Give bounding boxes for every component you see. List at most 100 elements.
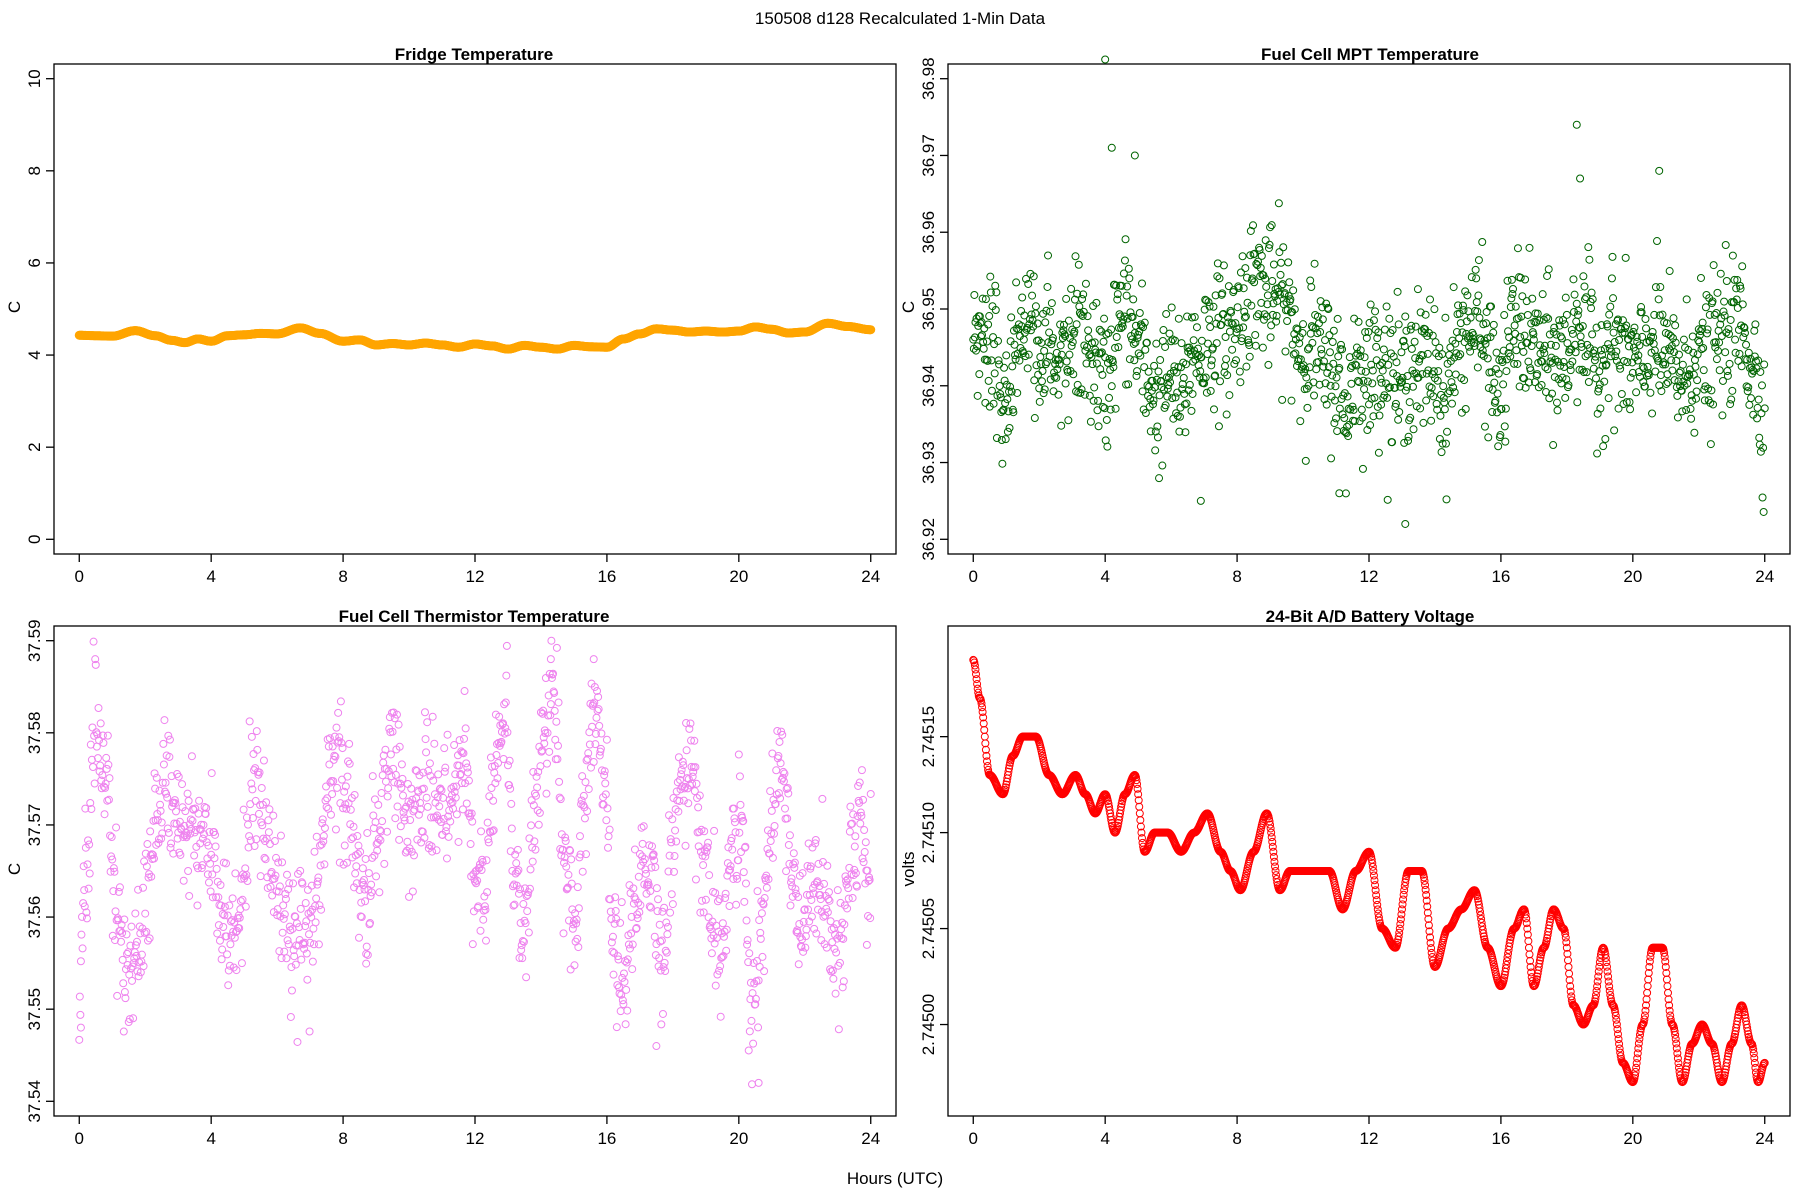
data-point bbox=[660, 958, 669, 967]
data-point bbox=[1632, 388, 1641, 397]
data-point bbox=[1187, 406, 1196, 415]
data-point bbox=[331, 825, 340, 834]
data-point bbox=[1236, 378, 1245, 387]
data-point bbox=[1551, 341, 1560, 350]
data-point bbox=[1107, 382, 1116, 391]
data-point bbox=[1148, 400, 1157, 409]
data-point bbox=[1746, 394, 1755, 403]
data-point bbox=[1552, 398, 1561, 407]
data-point bbox=[322, 782, 331, 791]
data-point bbox=[1699, 366, 1708, 375]
data-point bbox=[1009, 408, 1018, 417]
data-point bbox=[1034, 370, 1043, 379]
data-point bbox=[375, 888, 384, 897]
x-tick-label: 24 bbox=[861, 567, 880, 586]
data-point bbox=[107, 833, 116, 842]
data-point bbox=[755, 916, 764, 925]
data-point bbox=[422, 793, 431, 802]
data-point bbox=[1071, 252, 1080, 261]
data-point bbox=[278, 928, 287, 937]
data-point bbox=[1574, 306, 1583, 315]
data-point bbox=[1593, 449, 1602, 458]
data-point bbox=[983, 356, 992, 365]
data-point bbox=[281, 895, 290, 904]
data-point bbox=[378, 817, 387, 826]
data-point bbox=[1572, 299, 1581, 308]
data-point bbox=[1076, 388, 1085, 397]
data-point bbox=[1607, 274, 1616, 283]
data-point bbox=[1203, 349, 1212, 358]
data-point bbox=[483, 818, 492, 827]
data-point bbox=[264, 828, 273, 837]
data-point bbox=[1230, 335, 1239, 344]
x-tick-label: 12 bbox=[1360, 1129, 1379, 1148]
data-point bbox=[96, 719, 105, 728]
data-point bbox=[1710, 310, 1719, 319]
data-point bbox=[639, 822, 648, 831]
data-point bbox=[993, 336, 1002, 345]
data-point bbox=[972, 346, 981, 355]
data-point bbox=[1499, 380, 1508, 389]
data-point bbox=[991, 281, 1000, 290]
data-point bbox=[1368, 379, 1377, 388]
data-point bbox=[981, 739, 990, 748]
data-point bbox=[1277, 258, 1286, 267]
data-point bbox=[353, 832, 362, 841]
data-point bbox=[1712, 355, 1721, 364]
data-point bbox=[1177, 339, 1186, 348]
data-point bbox=[1444, 369, 1453, 378]
data-point bbox=[1325, 331, 1334, 340]
data-point bbox=[1083, 312, 1092, 321]
data-point bbox=[532, 772, 541, 781]
data-point bbox=[333, 783, 342, 792]
data-point bbox=[1392, 358, 1401, 367]
data-point bbox=[1443, 427, 1452, 436]
data-point bbox=[1153, 433, 1162, 442]
data-point bbox=[654, 895, 663, 904]
data-point bbox=[127, 922, 136, 931]
data-point bbox=[1010, 340, 1019, 349]
data-point bbox=[1038, 366, 1047, 375]
y-tick-label: 36.96 bbox=[919, 211, 938, 254]
data-point bbox=[1039, 389, 1048, 398]
data-point bbox=[75, 1035, 84, 1044]
data-point bbox=[385, 713, 394, 722]
data-point bbox=[1267, 221, 1276, 230]
data-point bbox=[1642, 324, 1651, 333]
data-point bbox=[1440, 405, 1449, 414]
data-point bbox=[84, 884, 93, 893]
data-point bbox=[595, 721, 604, 730]
data-point bbox=[383, 792, 392, 801]
data-point bbox=[403, 837, 412, 846]
data-point bbox=[384, 784, 393, 793]
data-point bbox=[1135, 809, 1144, 818]
data-point bbox=[1155, 474, 1164, 483]
data-point bbox=[739, 868, 748, 877]
data-point bbox=[1032, 361, 1041, 370]
data-point bbox=[762, 883, 771, 892]
data-point bbox=[789, 849, 798, 858]
data-point bbox=[269, 811, 278, 820]
data-point bbox=[663, 930, 672, 939]
data-point bbox=[463, 768, 472, 777]
data-point bbox=[352, 862, 361, 871]
data-point bbox=[1214, 422, 1223, 431]
data-point bbox=[1307, 283, 1316, 292]
data-point bbox=[1733, 303, 1742, 312]
data-point bbox=[1422, 396, 1431, 405]
data-point bbox=[128, 976, 137, 985]
y-axis-label: C bbox=[899, 301, 918, 313]
data-point bbox=[741, 879, 750, 888]
data-point bbox=[1739, 333, 1748, 342]
data-point bbox=[434, 770, 443, 779]
data-point bbox=[1151, 446, 1160, 455]
data-point bbox=[193, 901, 202, 910]
data-point bbox=[617, 898, 626, 907]
data-point bbox=[348, 833, 357, 842]
data-point bbox=[1102, 415, 1111, 424]
data-point bbox=[1134, 349, 1143, 358]
data-point bbox=[1068, 338, 1077, 347]
y-tick-label: 36.92 bbox=[919, 518, 938, 561]
data-point bbox=[1004, 387, 1013, 396]
